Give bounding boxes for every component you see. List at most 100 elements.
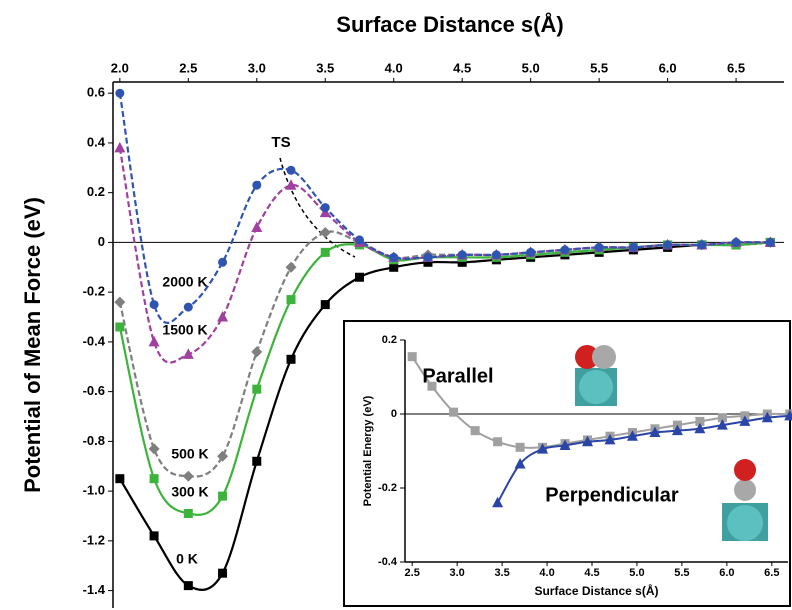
marker — [514, 457, 526, 469]
marker — [115, 88, 125, 98]
marker — [320, 203, 330, 213]
y-tick-label: -0.8 — [83, 433, 105, 448]
marker — [114, 296, 126, 308]
marker — [218, 257, 228, 267]
marker — [319, 226, 331, 238]
x-tick-label: 3.0 — [449, 567, 464, 579]
atom — [575, 345, 599, 369]
marker — [526, 247, 536, 257]
marker — [218, 491, 228, 501]
y-tick-label: 0.2 — [87, 184, 105, 199]
x-axis-title: Surface Distance s(Å) — [336, 11, 563, 37]
marker — [594, 242, 604, 252]
x-tick-label: 6.0 — [719, 567, 734, 579]
series-label: Perpendicular — [545, 484, 679, 506]
marker — [183, 508, 193, 518]
marker — [252, 180, 262, 190]
marker — [470, 426, 480, 436]
x-tick-label: 2.5 — [405, 567, 420, 579]
marker — [148, 335, 160, 347]
x-tick-label: 5.0 — [522, 60, 540, 75]
marker — [695, 416, 705, 426]
marker — [148, 443, 160, 455]
y-tick-label: -1.4 — [83, 582, 106, 597]
marker — [582, 435, 594, 447]
marker — [739, 415, 751, 426]
y-tick-label: -1.2 — [83, 532, 105, 547]
y-axis-title: Potential Energy (eV) — [362, 395, 374, 506]
marker — [671, 424, 683, 436]
y-tick-label: -0.4 — [378, 556, 398, 568]
x-tick-label: 3.0 — [248, 60, 266, 75]
x-tick-label: 5.5 — [674, 567, 689, 579]
ts-curve — [279, 157, 356, 258]
y-tick-label: 0.4 — [87, 134, 106, 149]
y-tick-label: 0.6 — [87, 85, 105, 100]
marker — [663, 240, 673, 250]
series-label: 2000 K — [162, 274, 207, 290]
marker — [286, 165, 296, 175]
marker — [217, 311, 229, 322]
x-tick-label: 4.0 — [539, 567, 554, 579]
atom — [727, 505, 763, 541]
y-tick-label: -0.4 — [83, 333, 106, 348]
x-tick-label: 4.5 — [584, 567, 599, 579]
marker — [559, 439, 571, 450]
marker — [628, 242, 638, 252]
x-tick-label: 4.5 — [453, 60, 471, 75]
series-label: Parallel — [422, 365, 493, 387]
marker — [114, 141, 126, 153]
marker — [217, 450, 229, 462]
series-label: 1500 K — [162, 322, 207, 338]
x-tick-label: 2.5 — [179, 60, 197, 75]
perpendicular-molecule — [722, 459, 768, 541]
x-tick-label: 2.0 — [111, 60, 129, 75]
marker — [731, 237, 741, 247]
marker — [115, 474, 125, 484]
marker — [183, 581, 193, 591]
y-tick-label: 0 — [98, 234, 105, 249]
marker — [286, 354, 296, 364]
ts-label: TS — [271, 134, 290, 151]
marker — [423, 252, 433, 262]
y-tick-label: 0.2 — [382, 334, 397, 346]
marker — [354, 235, 364, 245]
x-tick-label: 5.5 — [590, 60, 608, 75]
marker — [252, 456, 262, 466]
marker — [697, 240, 707, 250]
marker — [537, 443, 549, 454]
marker — [761, 411, 773, 423]
marker — [115, 322, 125, 332]
marker — [218, 568, 228, 578]
marker — [389, 262, 399, 272]
series-label: 300 K — [171, 484, 208, 500]
y-axis-title: Potential of Mean Force (eV) — [20, 197, 45, 493]
marker — [784, 409, 792, 421]
marker — [423, 257, 433, 267]
y-tick-label: 0 — [391, 408, 397, 420]
x-tick-label: 3.5 — [494, 567, 509, 579]
marker — [407, 352, 417, 362]
marker — [252, 384, 262, 394]
atom — [579, 370, 613, 404]
y-tick-label: -0.2 — [378, 482, 397, 494]
marker — [149, 300, 159, 310]
x-tick-label: 6.5 — [727, 60, 745, 75]
marker — [182, 470, 194, 482]
marker — [694, 422, 706, 434]
marker — [765, 237, 775, 247]
marker — [182, 348, 194, 359]
marker — [604, 433, 616, 445]
inset-frame — [343, 320, 791, 607]
marker — [493, 437, 503, 447]
y-tick-label: -0.2 — [83, 284, 105, 299]
series-label: 500 K — [171, 446, 208, 462]
marker — [285, 261, 297, 273]
marker — [183, 302, 193, 312]
marker — [354, 272, 364, 282]
marker — [457, 257, 467, 267]
marker — [320, 300, 330, 310]
marker — [626, 430, 638, 441]
parallel-molecule — [575, 345, 617, 406]
